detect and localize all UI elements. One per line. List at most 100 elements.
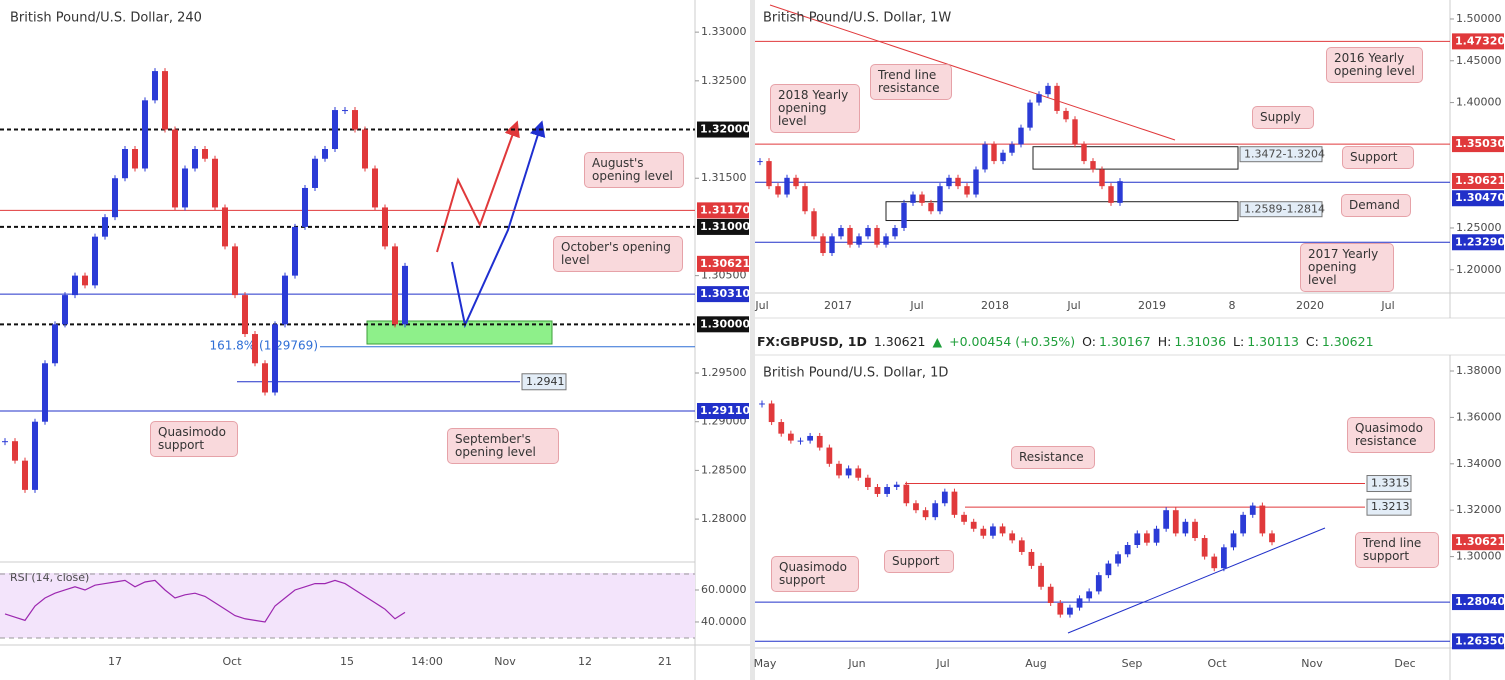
level-label: 1.2941 [526,375,565,388]
x-tick-label: 8 [1229,299,1236,312]
candle [999,526,1006,534]
level-label: 161.8% (1.29769) [209,338,318,352]
chart-title: British Pound/U.S. Dollar, 240 [10,11,202,26]
candle [1090,161,1096,170]
price-tag [697,402,749,419]
candle [242,295,248,335]
y-tick-label: 1.36000 [1456,410,1502,423]
candle [778,422,785,434]
candle [845,468,852,476]
candle [980,528,987,536]
candle [1095,575,1102,592]
candle [922,510,929,518]
y-tick-label: 1.40000 [1456,96,1502,109]
candle [82,275,88,286]
price-tag [1452,534,1504,551]
candle [372,168,378,208]
candle [1000,152,1006,162]
candle [322,149,328,159]
x-tick-label: Oct [1207,657,1227,670]
candle [883,236,889,245]
scenario-arrow [436,120,520,253]
candle [855,468,862,478]
trend-line [1067,527,1326,634]
candle [937,186,943,212]
candle [1124,544,1131,555]
candle [1153,528,1160,543]
annotation: Quasimodo support [771,556,859,592]
candle [1054,85,1060,111]
candle [202,149,208,159]
change: +0.00454 (+0.35%) [949,334,1076,349]
zone [1032,146,1239,170]
candle [362,129,368,169]
x-tick-label: 2019 [1138,299,1166,312]
candle [973,169,979,195]
candle [392,246,398,325]
price-tag-label: 1.30470 [1455,191,1505,204]
x-tick-label: Dec [1394,657,1415,670]
candle [1045,85,1051,95]
y-tick-label: 1.30500 [701,269,747,282]
candle [901,202,907,228]
x-tick-label: Jul [935,657,949,670]
candle [332,110,338,150]
candle [919,194,925,203]
y-tick-label: 1.31500 [701,171,747,184]
candle [802,186,808,212]
candle [162,71,168,130]
candle [1072,119,1078,145]
candle [352,110,358,130]
candle [775,186,781,195]
candle [941,491,948,504]
candle [955,177,961,187]
candle [1028,551,1035,566]
price-tag [1452,234,1504,251]
price-tag [697,316,749,333]
y-tick-label: 1.32500 [701,74,747,87]
candle [1259,505,1266,534]
header: FX:GBPUSD, 1D 1.30621 ▲ +0.00454 (+0.35%… [757,334,1377,349]
candle [884,487,890,494]
annotation: Support [1342,146,1414,169]
x-tick-label: 17 [108,655,122,668]
candle [1240,514,1247,534]
annotation: Quasimodo support [150,421,238,457]
candle [829,236,835,254]
candle [112,178,118,218]
ohlc-key: L: [1233,334,1245,349]
price-tag-label: 1.23290 [1455,235,1505,248]
x-tick-label: Nov [494,655,516,668]
price-tag-label: 1.26350 [1455,634,1505,647]
candle [766,161,772,187]
candle [1172,510,1179,534]
candle [12,441,18,461]
buy-zone [366,320,553,345]
x-tick-label: 14:00 [411,655,443,668]
candle [212,158,218,208]
ohlc-value: 1.30167 [1099,334,1151,349]
candle [1117,181,1123,203]
candle [1063,110,1069,120]
price-tag [1452,594,1504,611]
price-tag-label: 1.47320 [1455,34,1505,47]
candle [1009,144,1015,153]
price-tag-label: 1.29110 [700,404,750,417]
price-tag [697,121,749,138]
candle [132,149,138,169]
chart-title: British Pound/U.S. Dollar, 1D [763,366,948,381]
candle [892,227,898,237]
annotation: Trend line resistance [870,64,952,100]
candle [1038,565,1044,587]
candle [272,324,278,393]
annotation: Supply [1252,106,1314,129]
candle [1192,521,1198,539]
candle [990,526,996,536]
level-label: 1.3315 [1371,477,1410,490]
candle [1105,563,1112,576]
candle [903,484,910,504]
zone-label-box [1239,201,1323,218]
candle [1182,521,1189,534]
annotation: Resistance [1011,446,1095,469]
candle [826,447,833,464]
